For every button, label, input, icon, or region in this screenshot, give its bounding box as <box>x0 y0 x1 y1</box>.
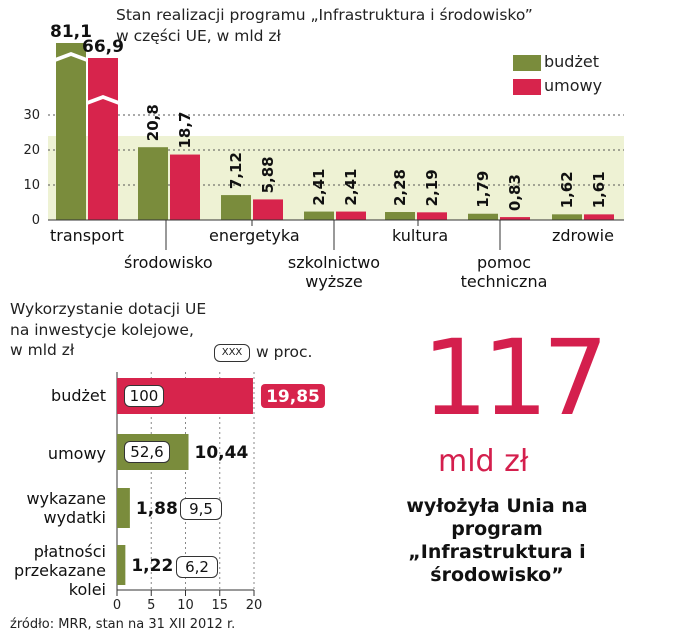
value-label-budżet-1: 20,8 <box>144 104 162 141</box>
value-label-budżet-3: 2,41 <box>310 169 328 206</box>
chart1-y-tick-label: 10 <box>23 178 40 193</box>
value-label-budżet-0: 81,1 <box>50 22 92 42</box>
value-label-umowy-2: 5,88 <box>259 156 277 193</box>
legend-label-budzet: budżet <box>544 52 599 71</box>
bar-umowy-1 <box>170 154 200 220</box>
hbar-value-label-2: 1,88 <box>136 499 178 519</box>
category-label-srodowisko: środowisko <box>124 253 213 272</box>
percent-box-1: 52,6 <box>124 441 170 463</box>
category-label-transport: transport <box>50 226 124 245</box>
bar-umowy-0 <box>88 58 118 220</box>
chart2-x-tick-label: 0 <box>113 598 121 613</box>
value-label-budżet-6: 1,62 <box>558 171 576 208</box>
bar-budżet-0 <box>56 43 86 220</box>
chart1-title: Stan realizacji programu „Infrastruktura… <box>116 6 533 24</box>
chart2-x-tick-label: 10 <box>177 598 194 613</box>
bar-umowy-5 <box>500 217 530 220</box>
value-label-budżet-5: 1,79 <box>474 171 492 208</box>
category-label-szkolnictwo: szkolnictwo wyższe <box>287 253 381 291</box>
chart2-x-tick-label: 5 <box>147 598 155 613</box>
chart2-unit: w mld zł <box>10 341 75 359</box>
hbar-value-label-1: 10,44 <box>195 443 249 463</box>
chart1-title-block: Stan realizacji programu „Infrastruktura… <box>116 5 533 47</box>
value-label-umowy-6: 1,61 <box>590 171 608 208</box>
hbar-label-platnosci: płatności przekazane kolei <box>14 542 106 599</box>
hbar-label-wydatki: wykazane wydatki <box>26 489 106 527</box>
value-label-umowy-5: 0,83 <box>506 174 524 211</box>
value-label-umowy-3: 2,41 <box>342 169 360 206</box>
legend-swatch-budzet <box>513 55 541 71</box>
headline-number: 117 <box>422 317 608 439</box>
legend-swatch-umowy <box>513 79 541 95</box>
axis-break-mark <box>87 95 119 105</box>
chart1-y-tick-label: 20 <box>23 143 40 158</box>
bar-budżet-4 <box>385 212 415 220</box>
bar-budżet-6 <box>552 214 582 220</box>
percent-box-2: 9,5 <box>180 498 222 520</box>
chart1-y-tick-label: 30 <box>23 108 40 123</box>
headline-unit: mld zł <box>438 444 529 479</box>
axis-break-mark <box>55 52 87 62</box>
legend-label-umowy: umowy <box>544 76 603 95</box>
chart1-y-tick-label: 0 <box>32 213 40 228</box>
chart1-plot-band <box>48 136 624 220</box>
hbar-value-label-0: 19,85 <box>266 387 320 407</box>
category-label-pomoc: pomoc techniczna <box>460 253 548 291</box>
bar-umowy-4 <box>417 212 447 220</box>
chart2-title: Wykorzystanie dotacji UE na inwestycje k… <box>10 300 207 339</box>
value-label-umowy-1: 18,7 <box>176 112 194 149</box>
bar-umowy-3 <box>336 211 366 220</box>
chart2-x-tick-label: 20 <box>246 598 263 613</box>
value-label-umowy-4: 2,19 <box>423 169 441 206</box>
hbar-value-label-3: 1,22 <box>131 556 173 576</box>
bar-budżet-1 <box>138 147 168 220</box>
pct-legend-text: w proc. <box>256 343 313 361</box>
hbar-label-budzet: budżet <box>51 386 106 405</box>
bar-umowy-6 <box>584 214 614 220</box>
category-label-zdrowie: zdrowie <box>552 226 614 245</box>
value-label-budżet-4: 2,28 <box>391 169 409 206</box>
hbar-2 <box>117 488 130 528</box>
source-note: źródło: MRR, stan na 31 XII 2012 r. <box>10 617 236 632</box>
percent-box-0: 100 <box>124 385 164 407</box>
headline-text: wyłożyła Unia na program „Infrastruktura… <box>406 495 588 586</box>
hbar-3 <box>117 545 126 585</box>
bar-umowy-2 <box>253 199 283 220</box>
chart2-x-tick-label: 15 <box>211 598 228 613</box>
value-label-budżet-2: 7,12 <box>227 152 245 189</box>
value-label-umowy-0: 66,9 <box>82 37 124 57</box>
hbar-value-highlight <box>260 384 325 408</box>
chart1-subtitle: w części UE, w mld zł <box>116 27 281 45</box>
bar-budżet-5 <box>468 213 498 220</box>
percent-box-3: 6,2 <box>176 556 218 578</box>
bar-budżet-2 <box>221 195 251 220</box>
pct-legend-box: XXX <box>214 344 250 362</box>
bar-budżet-3 <box>304 211 334 220</box>
category-label-kultura: kultura <box>392 226 449 245</box>
hbar-label-umowy: umowy <box>47 444 106 463</box>
category-label-energetyka: energetyka <box>209 226 300 245</box>
